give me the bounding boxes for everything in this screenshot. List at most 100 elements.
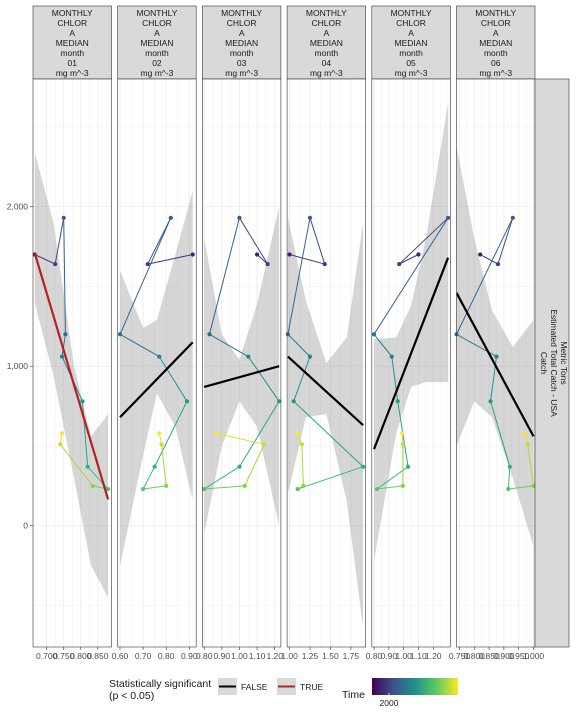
strip-label: A — [408, 28, 414, 38]
data-point — [61, 215, 66, 220]
data-point — [395, 399, 400, 404]
data-point — [522, 431, 527, 436]
path-segment — [508, 485, 534, 490]
path-segment — [142, 466, 156, 490]
data-point — [85, 464, 90, 469]
gridlines — [33, 79, 112, 647]
strip-box — [286, 5, 366, 80]
gridlines — [202, 79, 281, 647]
plot-background — [287, 79, 366, 647]
path-segment — [373, 333, 393, 357]
x-tick-label: 1.25 — [302, 651, 319, 661]
gridlines — [456, 79, 535, 647]
x-tick-label: 1.20 — [425, 651, 442, 661]
strip-label: A — [69, 28, 75, 38]
data-point — [58, 442, 63, 447]
path-segment — [527, 444, 535, 486]
x-tick-label: 0.850 — [478, 651, 500, 661]
panel-border — [371, 78, 451, 648]
data-point — [237, 464, 242, 469]
data-point — [168, 215, 173, 220]
data-point — [507, 464, 512, 469]
path-segment — [479, 254, 499, 265]
strip-label: A — [239, 28, 245, 38]
confidence-band — [204, 206, 280, 534]
right-strip-line-1: Catch — [539, 352, 549, 374]
strip-label: A — [493, 28, 499, 38]
data-point — [285, 332, 291, 337]
x-tick-label: 0.90 — [214, 651, 231, 661]
path-segment — [61, 334, 66, 357]
x-tick-label: 0.750 — [53, 651, 75, 661]
x-tick-label: 0.90 — [381, 651, 398, 661]
data-point — [59, 354, 65, 359]
path-segment — [456, 217, 514, 335]
regression-line — [203, 365, 280, 388]
strip-label: A — [154, 28, 160, 38]
path-segment — [376, 485, 403, 490]
path-segment — [287, 333, 311, 357]
right-strip: Catch Estimated Total Catch - USA Metric… — [534, 78, 570, 648]
path-segment — [244, 444, 265, 487]
legend-colorbar — [372, 678, 458, 695]
path-segment — [203, 466, 240, 490]
path-segment — [490, 401, 511, 467]
panel-border — [117, 78, 197, 648]
data-point — [164, 483, 169, 488]
strip-label: month — [230, 48, 254, 58]
data-point — [291, 399, 296, 404]
path-segment — [34, 254, 56, 265]
x-tick-label: 1.20 — [266, 651, 283, 661]
y-axis: 0 1,000 2,000 — [7, 202, 33, 531]
strip-label: MONTHLY — [52, 8, 93, 18]
data-point — [361, 464, 366, 469]
regression-line — [456, 292, 535, 437]
data-point — [389, 354, 394, 359]
data-point — [416, 252, 421, 257]
confidence-band — [374, 102, 449, 561]
data-point — [506, 486, 511, 492]
strip-box — [202, 5, 282, 80]
data-point — [246, 354, 251, 359]
regression-line — [33, 252, 110, 500]
data-point — [242, 483, 247, 488]
strip-label: MEDIAN — [310, 38, 343, 48]
data-point — [307, 215, 313, 220]
data-point — [63, 332, 68, 337]
data-point — [295, 431, 300, 436]
data-point — [202, 486, 207, 492]
x-tick-label: 0.80 — [366, 651, 383, 661]
strip-label: CHLOR — [311, 18, 341, 28]
right-strip-line-2: Estimated Total Catch - USA — [549, 309, 559, 417]
regression-line — [287, 355, 364, 427]
data-point — [445, 215, 451, 220]
strip-label: MONTHLY — [306, 8, 347, 18]
x-tick-label: 1.10 — [249, 651, 266, 661]
path-segment — [293, 356, 311, 402]
data-point — [510, 215, 515, 220]
data-point — [265, 261, 270, 267]
path-segment — [161, 444, 167, 486]
data-point — [405, 464, 411, 469]
confidence-band — [456, 146, 534, 547]
strip-label: MEDIAN — [56, 38, 89, 48]
data-point — [322, 261, 327, 267]
data-point — [495, 261, 501, 267]
data-point — [145, 261, 150, 267]
data-point — [254, 252, 260, 257]
path-segment — [507, 466, 511, 490]
x-tick-label: 0.850 — [87, 651, 109, 661]
strip-label: MONTHLY — [221, 8, 262, 18]
path-segment — [373, 217, 449, 335]
path-segment — [293, 400, 364, 468]
strip-label: mg m^-3 — [56, 68, 89, 78]
gridlines — [371, 79, 451, 647]
path-segment — [256, 254, 269, 265]
data-point — [307, 354, 313, 359]
gridlines — [287, 79, 366, 647]
x-tick-label: 1.00 — [281, 651, 298, 661]
y-tick-label: 1,000 — [7, 361, 29, 371]
